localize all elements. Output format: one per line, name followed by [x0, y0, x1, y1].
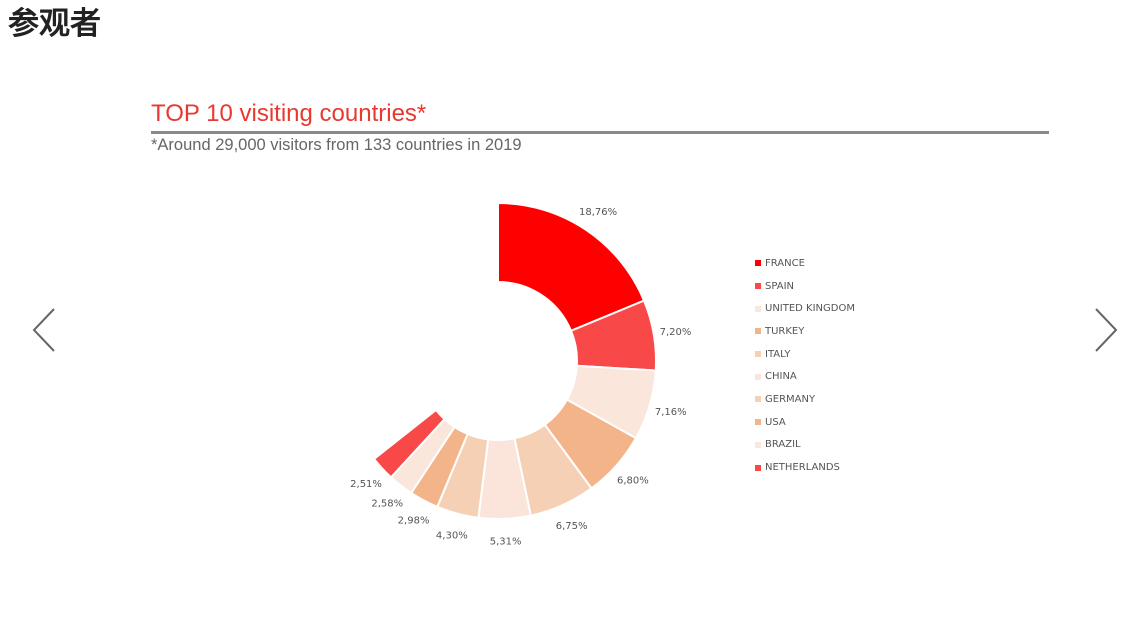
legend-label: TURKEY — [765, 325, 805, 337]
legend-item: FRANCE — [755, 252, 855, 275]
data-label: 18,76% — [579, 207, 617, 218]
legend-label: GERMANY — [765, 393, 816, 405]
legend-swatch — [755, 260, 761, 267]
legend-item: GERMANY — [755, 388, 855, 411]
title-divider — [151, 131, 1049, 134]
data-label: 5,31% — [490, 536, 522, 547]
legend-label: ITALY — [765, 348, 791, 360]
chart-legend: FRANCE SPAIN UNITED KINGDOM TURKEY ITALY CHIN… — [755, 252, 855, 479]
legend-swatch — [755, 328, 761, 335]
legend-item: USA — [755, 411, 855, 434]
data-label: 2,98% — [398, 515, 430, 526]
legend-item: TURKEY — [755, 320, 855, 343]
chevron-left-icon[interactable] — [30, 305, 60, 355]
data-label: 7,20% — [660, 327, 692, 338]
donut-slice-france — [497, 201, 646, 333]
data-label: 7,16% — [655, 407, 687, 418]
legend-item: SPAIN — [755, 275, 855, 298]
legend-label: UNITED KINGDOM — [765, 303, 855, 315]
chart-subtitle: *Around 29,000 visitors from 133 countri… — [151, 136, 522, 154]
data-label: 6,80% — [617, 476, 649, 487]
legend-item: UNITED KINGDOM — [755, 297, 855, 320]
legend-swatch — [755, 373, 761, 380]
legend-label: BRAZIL — [765, 439, 801, 451]
legend-swatch — [755, 351, 761, 358]
legend-item: ITALY — [755, 343, 855, 366]
legend-item: NETHERLANDS — [755, 456, 855, 479]
legend-swatch — [755, 283, 761, 290]
data-label: 6,75% — [556, 521, 588, 532]
donut-slice-netherlands — [372, 408, 446, 479]
chart-title: TOP 10 visiting countries* — [151, 100, 427, 127]
legend-label: FRANCE — [765, 257, 805, 269]
legend-swatch — [755, 419, 761, 426]
legend-label: SPAIN — [765, 280, 795, 292]
legend-swatch — [755, 464, 761, 471]
data-label: 2,58% — [371, 498, 403, 509]
legend-swatch — [755, 441, 761, 448]
chevron-right-icon[interactable] — [1090, 305, 1120, 355]
legend-item: BRAZIL — [755, 434, 855, 457]
legend-label: NETHERLANDS — [765, 462, 840, 474]
legend-swatch — [755, 396, 761, 403]
data-label: 2,51% — [350, 479, 382, 490]
page-heading: 参观者 — [8, 6, 101, 42]
legend-label: CHINA — [765, 371, 797, 383]
data-label: 4,30% — [436, 530, 468, 541]
legend-item: CHINA — [755, 365, 855, 388]
legend-swatch — [755, 305, 761, 312]
legend-label: USA — [765, 416, 786, 428]
